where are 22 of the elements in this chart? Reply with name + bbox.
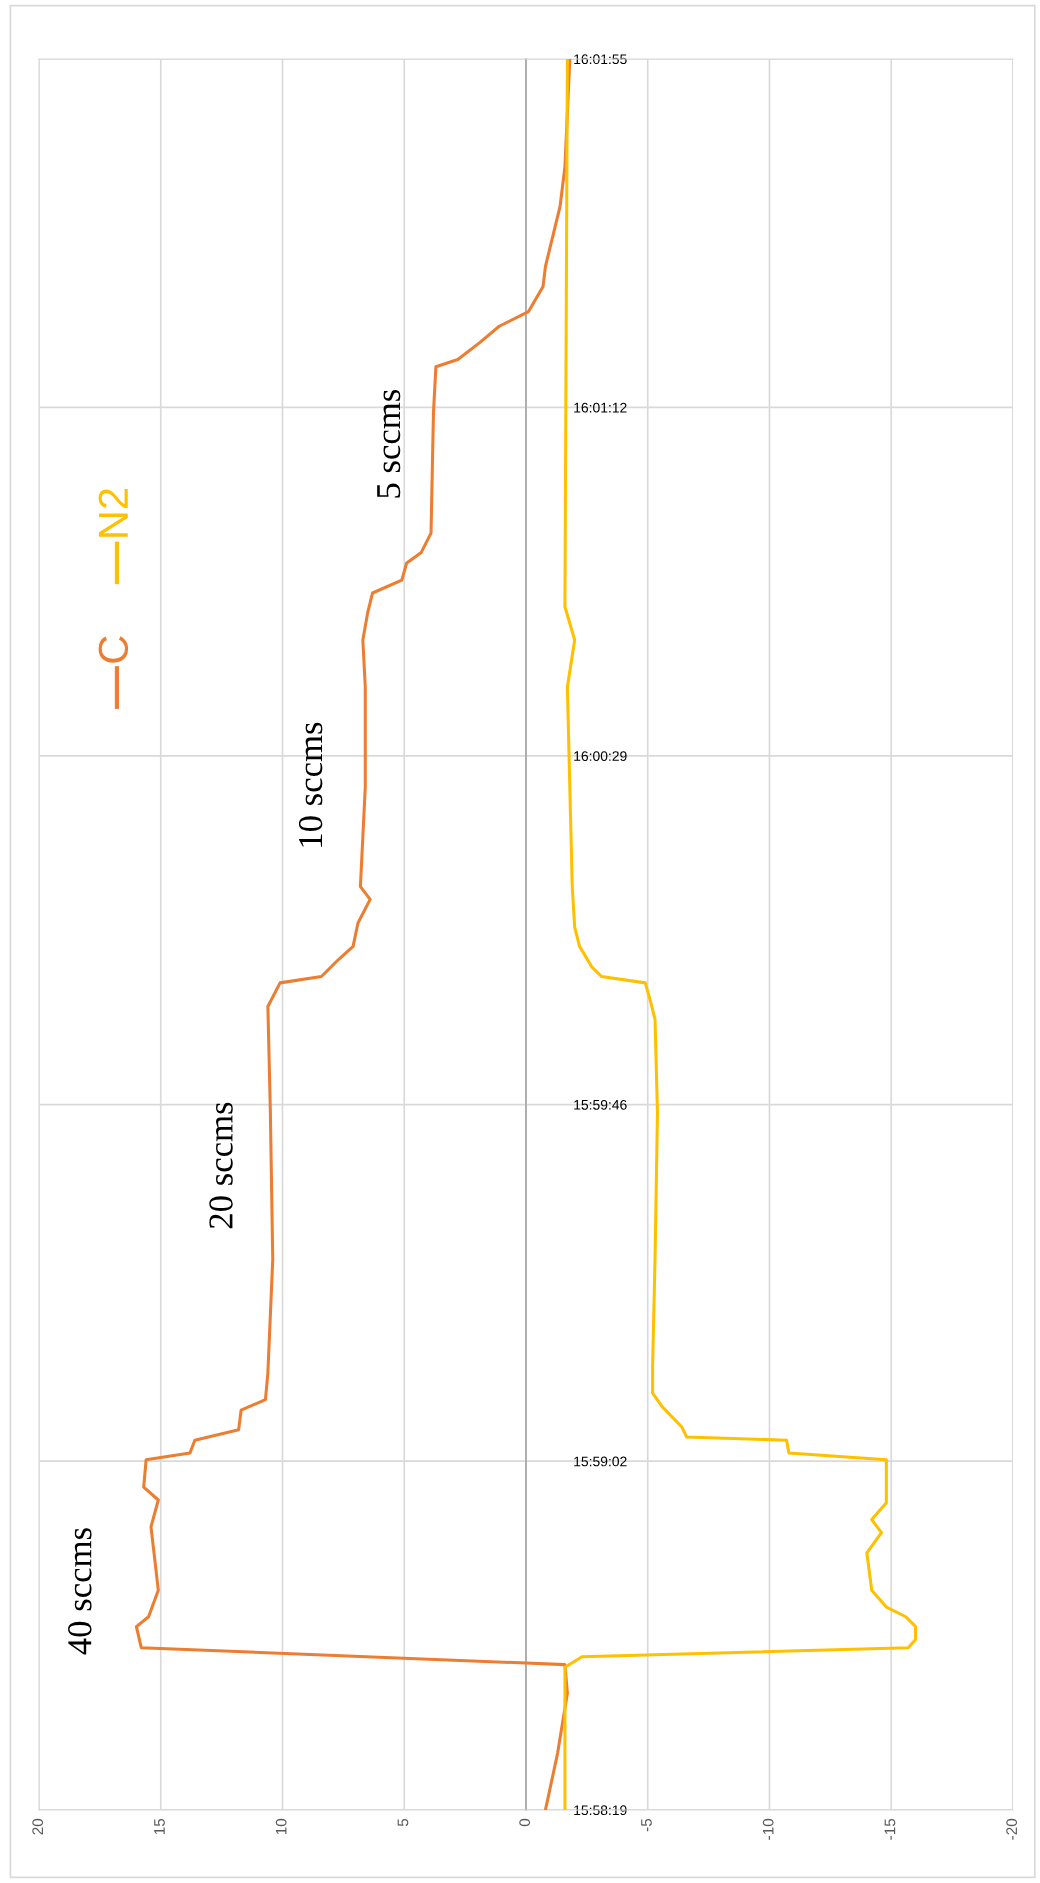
text: N2 <box>98 488 128 537</box>
x-tick-label: -10 <box>762 1818 774 1840</box>
y-tick-label: 16:01:55 <box>574 54 627 65</box>
text: C <box>98 636 129 663</box>
line-series <box>134 58 572 1810</box>
x-tick-label: 0 <box>519 1818 531 1827</box>
x-tick-label: -15 <box>884 1818 896 1840</box>
annotation: 20 sccms <box>209 1102 233 1229</box>
annotation: 5 sccms <box>377 389 401 498</box>
y-tick-label: 16:01:12 <box>574 402 627 413</box>
y-tick-label: 15:59:46 <box>574 1099 627 1110</box>
annotation: 10 sccms <box>298 722 323 847</box>
x-tick-label: 15 <box>154 1818 165 1835</box>
x-tick-label: 5 <box>397 1818 409 1827</box>
annotation: 40 sccms <box>68 1528 92 1655</box>
x-tick-label: -20 <box>1006 1818 1018 1840</box>
y-tick-label: 15:58:19 <box>574 1805 627 1816</box>
x-tick-label: 10 <box>275 1818 287 1835</box>
y-tick-label: 16:00:29 <box>574 751 627 762</box>
x-tick-label: -5 <box>641 1818 652 1832</box>
y-tick-label: 15:59:02 <box>574 1456 627 1467</box>
x-tick-label: 20 <box>32 1818 44 1835</box>
